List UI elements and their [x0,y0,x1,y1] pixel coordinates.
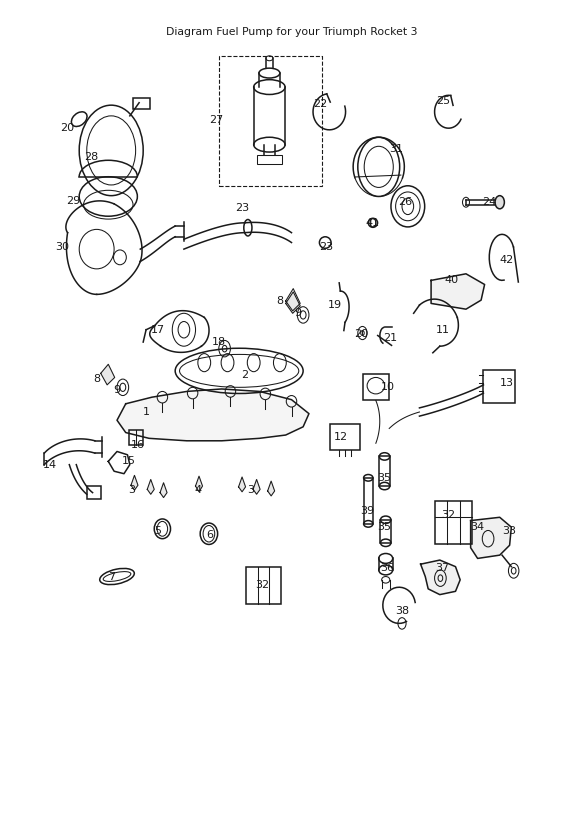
Text: 42: 42 [500,255,514,265]
Text: 1: 1 [143,407,150,417]
Text: 34: 34 [470,522,484,532]
Polygon shape [470,517,511,559]
Text: 39: 39 [360,506,374,516]
Text: 22: 22 [314,99,328,109]
Text: 23: 23 [319,242,333,252]
Text: 28: 28 [84,152,98,162]
Text: 3: 3 [247,485,254,495]
Text: 2: 2 [241,370,248,380]
Text: 9: 9 [114,385,121,395]
Text: 24: 24 [482,197,496,207]
Bar [363,374,389,400]
Text: 10: 10 [381,382,395,392]
Text: 35: 35 [378,473,392,483]
Text: 12: 12 [334,432,348,442]
Polygon shape [420,560,460,595]
Text: 36: 36 [381,564,395,574]
Bar [434,501,472,544]
Polygon shape [147,480,154,494]
Polygon shape [131,475,138,490]
Text: 35: 35 [378,522,392,532]
Bar [364,478,373,524]
Text: 7: 7 [108,572,115,582]
Bar [331,424,360,450]
Text: 25: 25 [436,96,449,106]
Text: 21: 21 [383,333,398,343]
Bar [381,520,391,543]
Polygon shape [286,292,300,313]
Polygon shape [195,476,202,492]
Text: 20: 20 [354,329,368,339]
Text: 13: 13 [500,378,514,388]
Text: Diagram Fuel Pump for your Triumph Rocket 3: Diagram Fuel Pump for your Triumph Rocke… [166,27,417,37]
Polygon shape [431,274,484,309]
Polygon shape [238,477,245,492]
Text: 19: 19 [328,300,342,310]
Text: 8: 8 [276,296,283,306]
Text: 29: 29 [66,195,80,206]
Text: 4: 4 [195,485,202,495]
Text: 37: 37 [436,564,449,574]
Circle shape [495,195,504,208]
Text: 31: 31 [389,143,403,154]
Text: 26: 26 [398,197,412,207]
Text: 20: 20 [61,124,75,133]
Bar [246,567,281,605]
Bar [257,156,282,164]
Bar [134,98,150,110]
Text: 15: 15 [122,456,136,466]
Text: 27: 27 [209,115,223,125]
Polygon shape [268,481,275,496]
Text: 32: 32 [441,510,455,520]
Bar [129,430,143,445]
Bar [87,486,101,499]
Polygon shape [253,480,260,494]
Polygon shape [160,483,167,498]
Text: 33: 33 [503,527,517,536]
Text: 3: 3 [128,485,135,495]
Text: 38: 38 [395,606,409,616]
Polygon shape [101,364,115,385]
Text: 17: 17 [150,325,165,335]
Text: 14: 14 [43,461,57,471]
Bar [219,56,322,185]
Text: 32: 32 [255,580,269,590]
Text: 16: 16 [131,440,145,450]
Text: 23: 23 [235,203,249,213]
Polygon shape [117,389,309,441]
Text: 18: 18 [212,337,226,347]
Text: 41: 41 [366,218,380,227]
Text: 5: 5 [154,527,161,536]
Text: 9: 9 [294,308,301,318]
Bar [380,456,390,486]
Text: 40: 40 [444,275,458,285]
Text: 11: 11 [436,325,449,335]
Text: 30: 30 [55,242,69,252]
Text: 8: 8 [93,374,100,384]
Text: 6: 6 [206,531,213,541]
Bar [483,370,515,403]
